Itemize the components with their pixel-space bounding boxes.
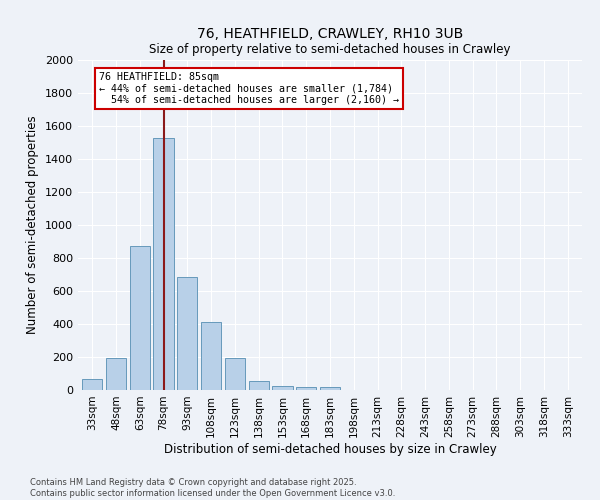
Bar xyxy=(248,381,269,390)
Y-axis label: Number of semi-detached properties: Number of semi-detached properties xyxy=(26,116,40,334)
Bar xyxy=(82,380,103,390)
Bar xyxy=(320,386,340,390)
Bar xyxy=(225,358,245,390)
Bar xyxy=(177,277,197,390)
Bar xyxy=(296,386,316,390)
X-axis label: Distribution of semi-detached houses by size in Crawley: Distribution of semi-detached houses by … xyxy=(164,442,496,456)
Bar xyxy=(272,386,293,390)
Text: Size of property relative to semi-detached houses in Crawley: Size of property relative to semi-detach… xyxy=(149,42,511,56)
Bar xyxy=(201,322,221,390)
Text: Contains HM Land Registry data © Crown copyright and database right 2025.
Contai: Contains HM Land Registry data © Crown c… xyxy=(30,478,395,498)
Bar xyxy=(130,246,150,390)
Bar xyxy=(106,358,126,390)
Text: 76 HEATHFIELD: 85sqm
← 44% of semi-detached houses are smaller (1,784)
  54% of : 76 HEATHFIELD: 85sqm ← 44% of semi-detac… xyxy=(100,72,400,105)
Bar xyxy=(154,138,173,390)
Text: 76, HEATHFIELD, CRAWLEY, RH10 3UB: 76, HEATHFIELD, CRAWLEY, RH10 3UB xyxy=(197,28,463,42)
